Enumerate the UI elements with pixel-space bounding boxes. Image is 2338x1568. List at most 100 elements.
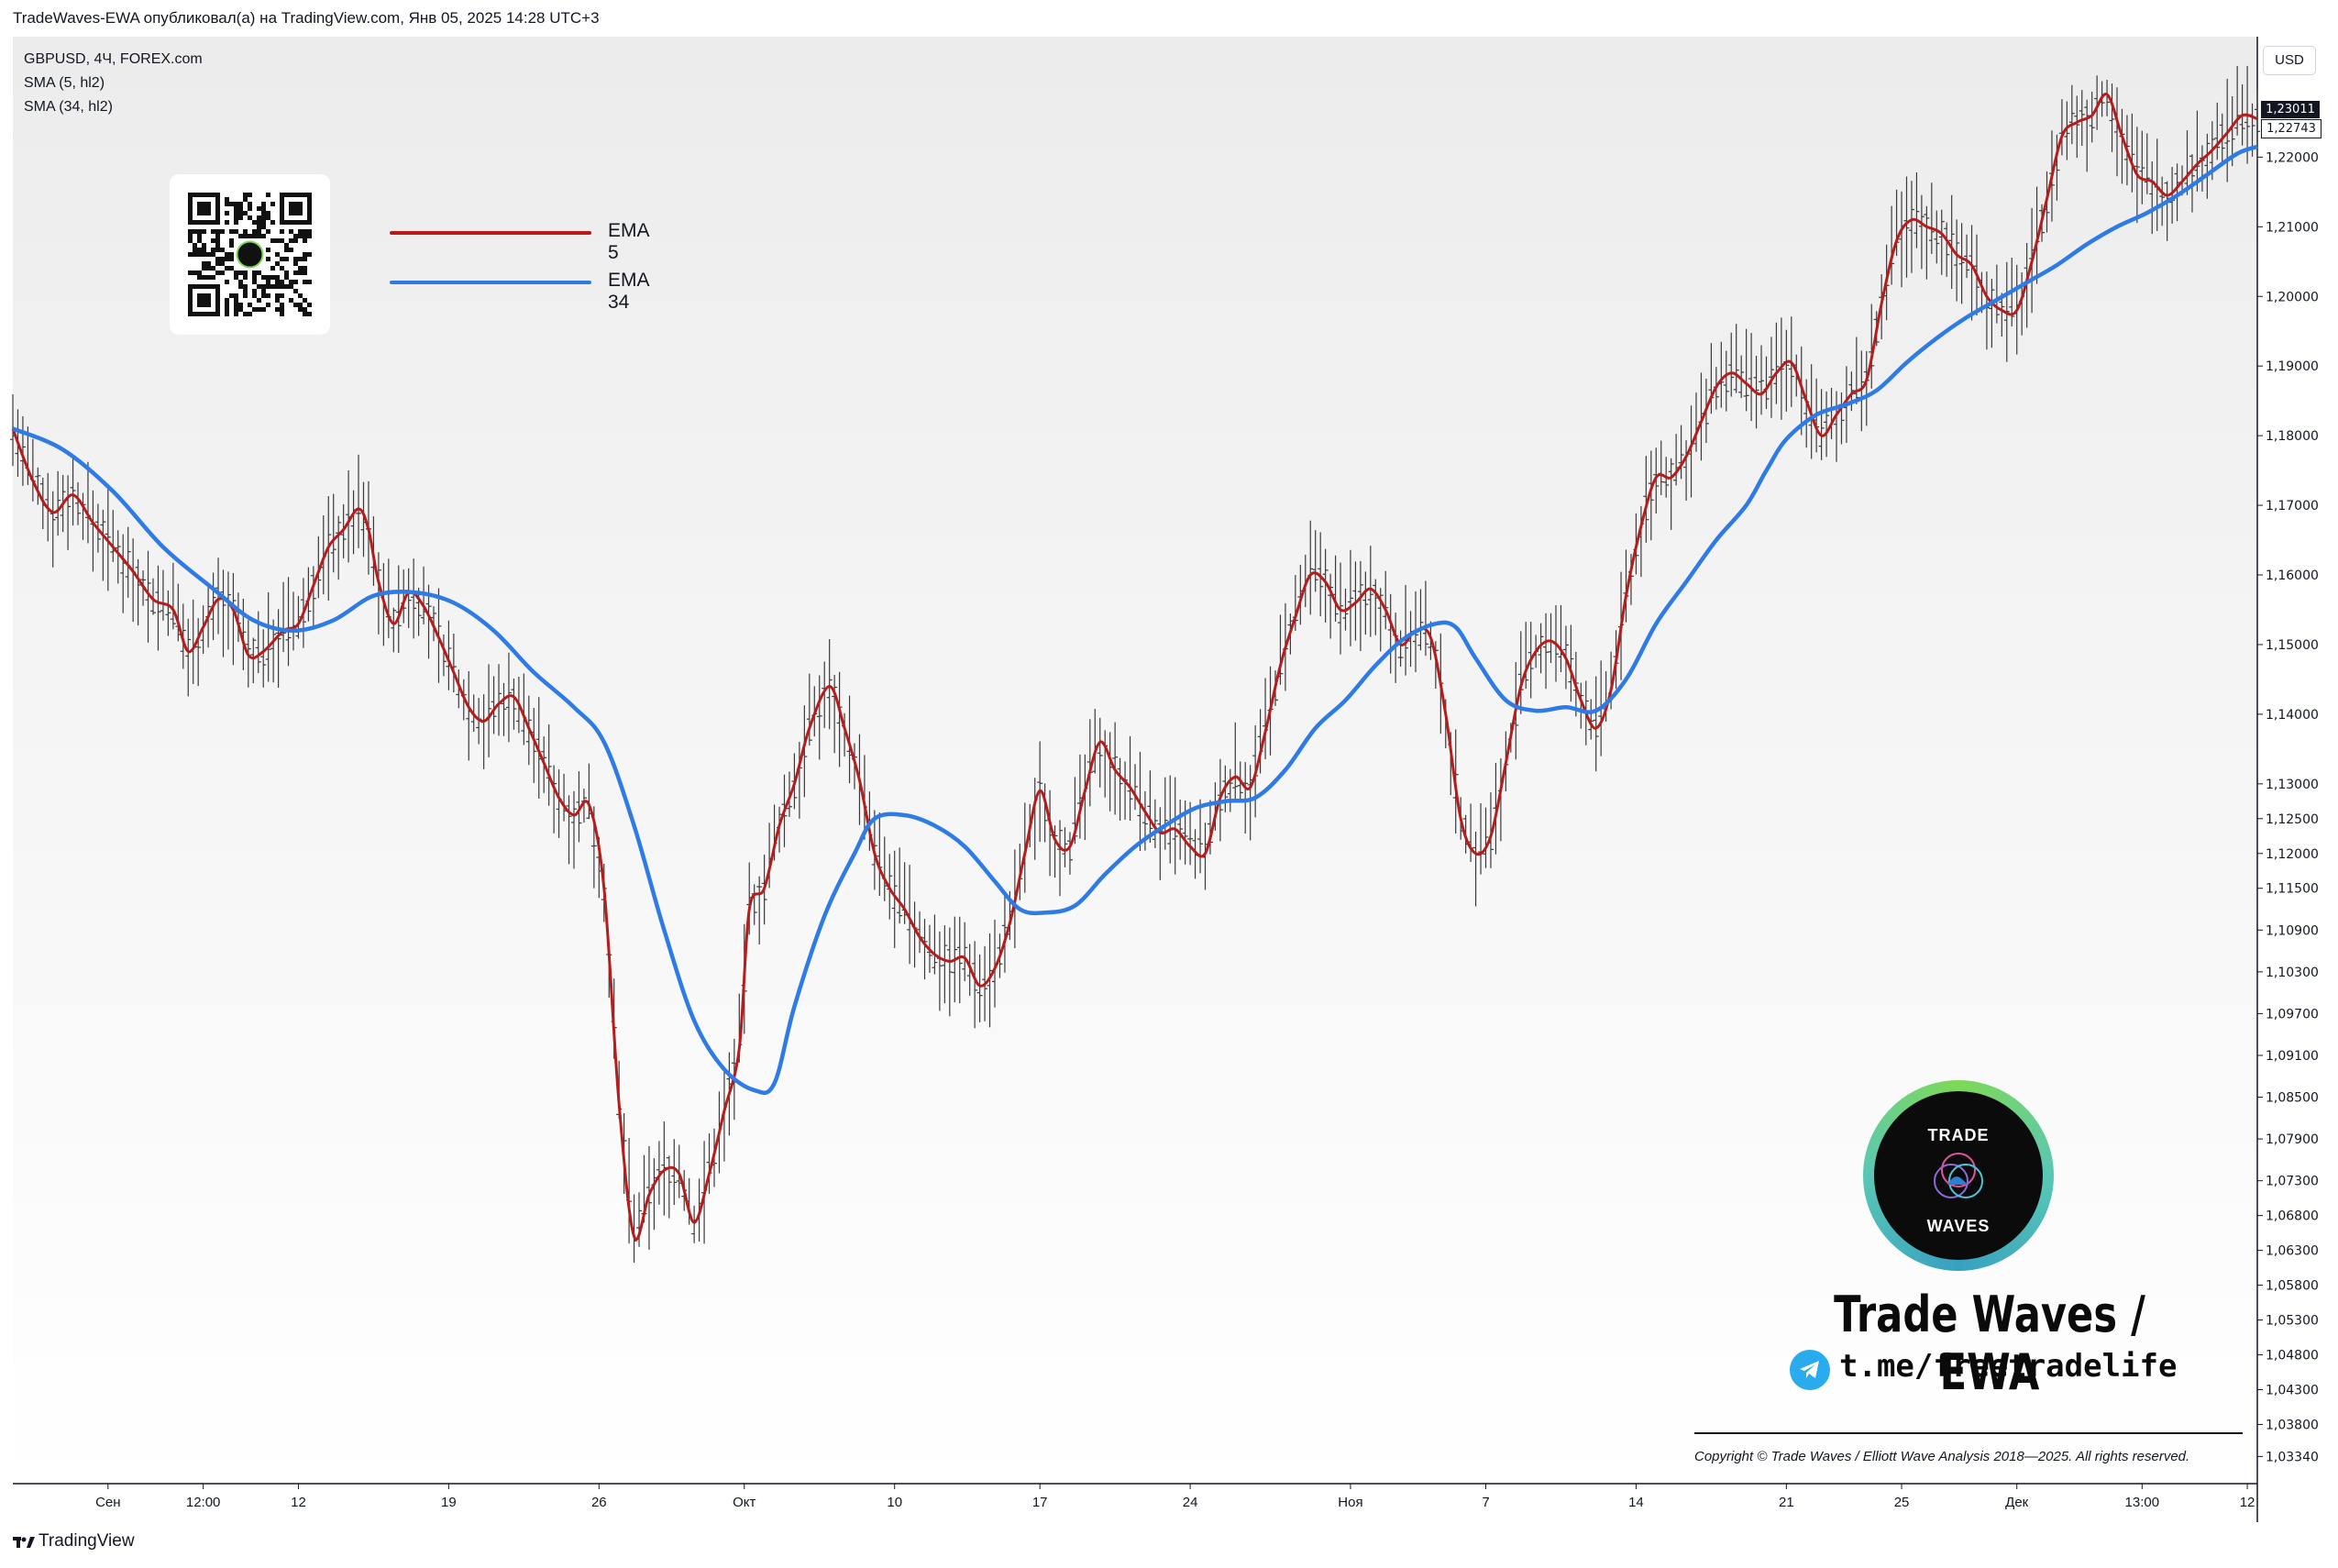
price-bar (897, 847, 903, 924)
price-bar (110, 510, 116, 562)
price-bar (1548, 613, 1554, 664)
legend-swatch-ema-34 (390, 281, 591, 284)
price-bar (195, 618, 202, 687)
price-bar (411, 558, 417, 639)
price-bar (1357, 560, 1363, 652)
symbol-title[interactable]: GBPUSD, 4Ч, FOREX.com (24, 51, 203, 67)
series-lines (11, 93, 2258, 1242)
price-bar (2139, 130, 2145, 204)
price-bar (310, 566, 316, 630)
price-bar (1899, 191, 1905, 288)
price-bar (425, 584, 432, 659)
y-tick-label: 1,09100 (2266, 1049, 2319, 1064)
price-bar (1152, 799, 1158, 848)
price-bar (1332, 555, 1339, 622)
price-bar (1568, 624, 1574, 702)
price-bar (1117, 757, 1123, 821)
price-bar (220, 569, 226, 657)
logo-text-bottom: WAVES (1926, 1217, 1991, 1235)
price-bar (1759, 345, 1765, 415)
price-bar (260, 629, 267, 688)
price-bar (1588, 699, 1594, 740)
price-bar (1472, 832, 1479, 907)
price-bar (1122, 761, 1129, 820)
price-bar (330, 493, 336, 573)
price-bar (1903, 176, 1910, 278)
price-bar (1763, 356, 1770, 409)
price-bar (881, 836, 888, 901)
price-bar (691, 1205, 698, 1243)
last-price-tag: 1,23011 (2261, 101, 2320, 118)
price-bar (962, 922, 968, 982)
price-bar (391, 607, 397, 653)
price-bar (571, 790, 577, 869)
price-bar (160, 569, 166, 621)
y-tick-label: 1,04800 (2266, 1349, 2319, 1364)
price-bar (135, 558, 141, 626)
price-bar (65, 475, 72, 550)
price-bar (2109, 83, 2115, 152)
price-bar (1558, 604, 1564, 672)
y-tick-label: 1,15000 (2266, 638, 2319, 653)
price-bar (1373, 579, 1379, 635)
price-bar (2224, 78, 2231, 182)
price-bar (70, 456, 76, 526)
price-bar (446, 620, 452, 690)
y-tick-label: 1,12000 (2266, 847, 2319, 862)
price-bar (395, 565, 402, 653)
x-tick-label: Ноя (1338, 1495, 1362, 1510)
price-bar (1387, 593, 1394, 674)
indicator-sma-34[interactable]: SMA (34, hl2) (24, 99, 113, 115)
price-bar (2068, 84, 2075, 145)
price-bar (556, 769, 562, 838)
price-bar (491, 676, 497, 734)
series-line-ema-5[interactable] (11, 93, 2258, 1242)
price-bar (1723, 350, 1729, 412)
price-bar (1928, 182, 1935, 254)
price-bar (942, 925, 948, 1004)
tradingview-brand[interactable]: TradingView (13, 1531, 135, 1551)
price-bar (936, 931, 943, 1011)
price-bar (230, 572, 237, 666)
price-bar (170, 562, 176, 630)
copyright-divider (1694, 1432, 2243, 1434)
price-bar (2079, 90, 2085, 147)
price-bar (1312, 530, 1318, 592)
price-bar (1818, 389, 1825, 460)
price-bar (1403, 585, 1409, 676)
x-tick-label: 26 (591, 1495, 607, 1510)
price-bar (90, 490, 96, 572)
price-bar (1964, 234, 1970, 279)
price-bar (385, 558, 392, 638)
price-bar (2114, 87, 2120, 177)
price-bar (350, 490, 357, 555)
telegram-link-text[interactable]: t.me/freetradelife (1839, 1348, 2178, 1385)
price-bar (1954, 219, 1960, 302)
y-tick-label: 1,03340 (2266, 1450, 2319, 1464)
telegram-icon (1790, 1350, 1830, 1390)
x-tick-label: 17 (1032, 1495, 1048, 1510)
qr-code-icon (188, 193, 312, 316)
price-bar (1422, 580, 1428, 657)
price-bar (55, 470, 61, 536)
price-bar (816, 675, 822, 760)
price-bar (1062, 827, 1068, 867)
price-bar (415, 587, 422, 636)
price-bar (1693, 392, 1699, 452)
indicator-sma-5[interactable]: SMA (5, hl2) (24, 75, 105, 91)
series-line-ema-34[interactable] (12, 144, 2258, 1096)
price-bar (1989, 279, 1995, 348)
price-bar (566, 795, 572, 865)
price-bar (115, 530, 121, 584)
price-bar (120, 534, 127, 613)
price-bar (877, 812, 883, 896)
currency-selector[interactable]: USD (2263, 46, 2316, 75)
price-bar (1478, 803, 1484, 875)
price-bar (1648, 450, 1654, 541)
price-bar (291, 591, 296, 651)
price-bar (1367, 546, 1373, 637)
price-bar (2159, 176, 2166, 226)
trade-waves-logo: TRADE WAVES (1863, 1080, 2054, 1271)
plot-area[interactable] (13, 37, 2257, 1484)
